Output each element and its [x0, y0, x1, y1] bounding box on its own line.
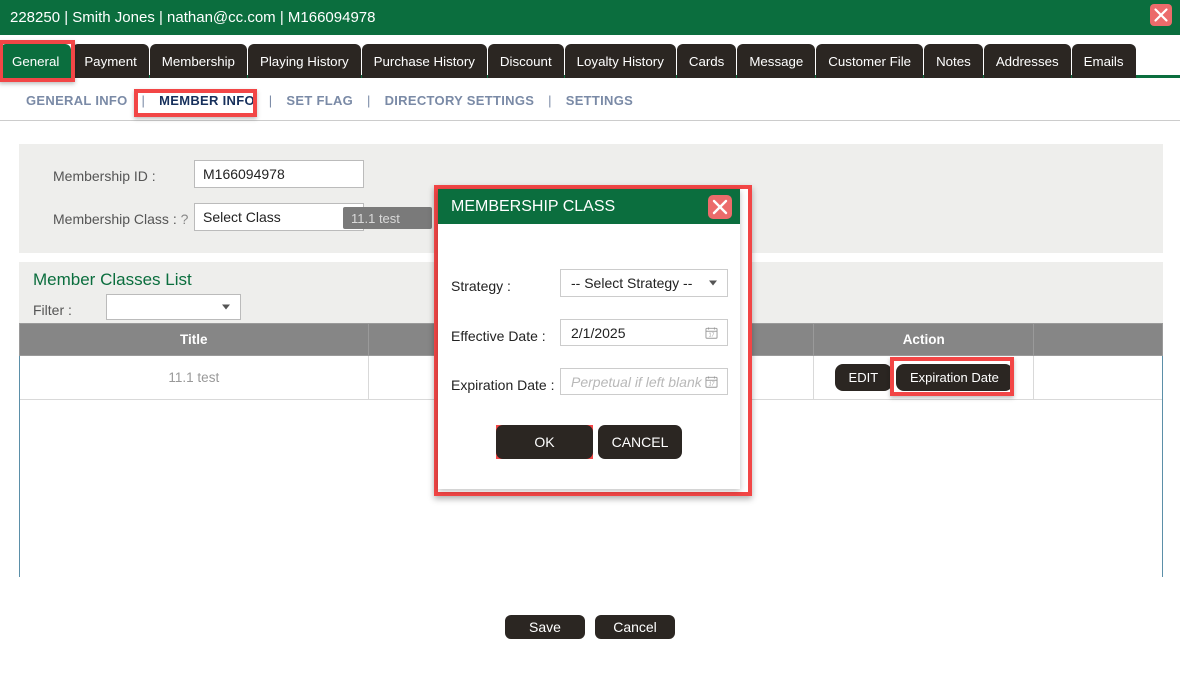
- svg-text:17: 17: [709, 332, 715, 338]
- svg-text:17: 17: [709, 381, 716, 387]
